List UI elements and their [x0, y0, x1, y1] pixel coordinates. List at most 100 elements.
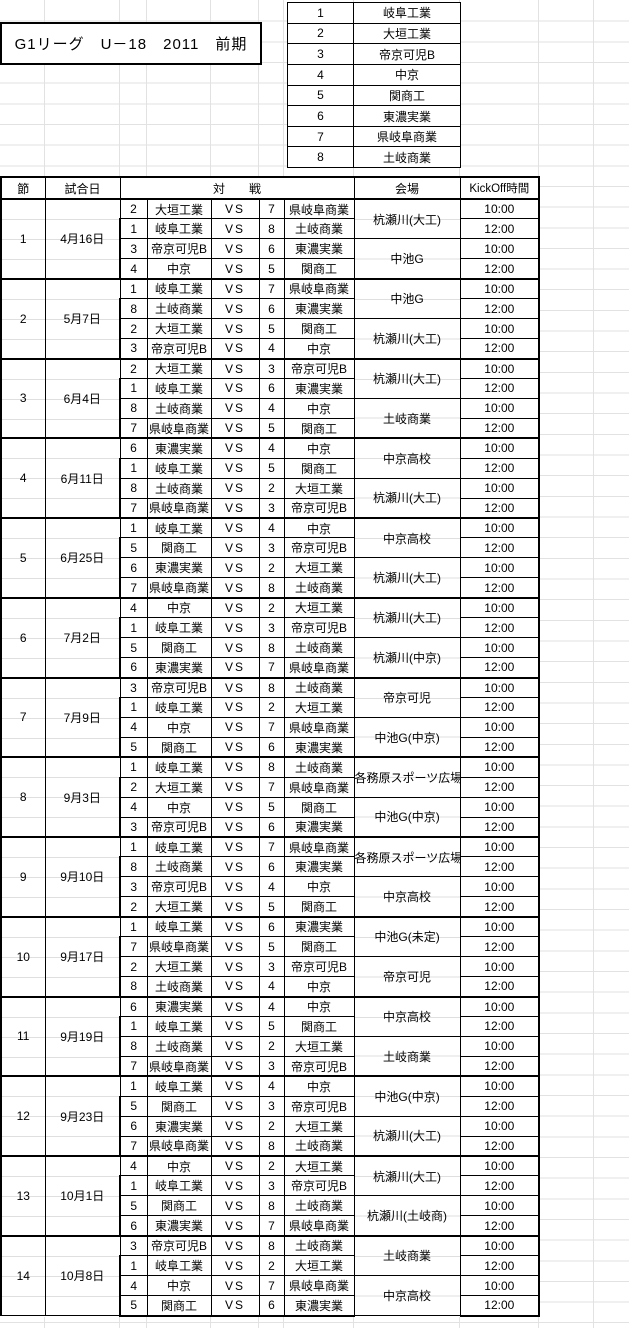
match-row: 2 大垣工業 VS 7 県岐阜商業 12:00	[1, 776, 541, 798]
away-team-number: 5	[258, 896, 285, 918]
vs-label: VS	[210, 457, 260, 479]
match-row: 5 関商工 VS 3 帝京可児B 12:00	[1, 537, 541, 559]
kickoff-time: 12:00	[459, 736, 541, 758]
home-team-name: 土岐商業	[146, 477, 212, 499]
away-team-name: 関商工	[283, 896, 355, 918]
match-row: 6 東濃実業 VS 7 県岐阜商業 12:00	[1, 657, 541, 678]
team-number: 6	[287, 105, 354, 127]
away-team-name: 土岐商業	[283, 1135, 355, 1157]
home-team-number: 1	[119, 756, 148, 778]
away-team-number: 2	[258, 696, 285, 718]
home-team-number: 2	[119, 956, 148, 978]
away-team-name: 帝京可児B	[283, 956, 355, 978]
away-team-name: 県岐阜商業	[283, 198, 355, 220]
home-team-number: 1	[119, 1015, 148, 1037]
home-team-name: 中京	[146, 716, 212, 738]
venue: 中京高校	[353, 995, 461, 1037]
match-row: 5 6月25日 1 岐阜工業 VS 4 中京 中京高校 10:00	[0, 517, 541, 599]
away-team-name: 大垣工業	[283, 557, 355, 579]
away-team-number: 5	[258, 258, 285, 280]
home-team-name: 大垣工業	[146, 198, 212, 220]
kickoff-time: 12:00	[459, 417, 541, 439]
home-team-number: 7	[119, 1055, 148, 1077]
match-date: 9月10日	[44, 836, 121, 918]
round-number: 12	[0, 1075, 46, 1157]
home-team-number: 7	[119, 936, 148, 958]
round-number: 14	[0, 1234, 46, 1316]
kickoff-time: 12:00	[459, 1255, 541, 1277]
home-team-number: 5	[119, 637, 148, 659]
away-team-name: 中京	[283, 397, 355, 419]
home-team-number: 3	[119, 876, 148, 898]
vs-label: VS	[210, 377, 260, 399]
kickoff-time: 12:00	[459, 338, 541, 359]
team-row: 1 岐阜工業	[287, 2, 461, 24]
away-team-number: 4	[258, 437, 285, 459]
match-date: 6月25日	[44, 517, 121, 599]
home-team-number: 7	[119, 577, 148, 599]
away-team-number: 5	[258, 457, 285, 479]
away-team-name: 帝京可児B	[283, 537, 355, 559]
vs-label: VS	[210, 1175, 260, 1197]
kickoff-time: 10:00	[459, 1195, 541, 1217]
vs-label: VS	[210, 1055, 260, 1077]
round-number: 1	[0, 198, 46, 280]
home-team-number: 1	[119, 1175, 148, 1197]
away-team-name: 関商工	[283, 457, 355, 479]
home-team-number: 4	[119, 1275, 148, 1297]
home-team-number: 5	[119, 537, 148, 559]
home-team-number: 1	[119, 377, 148, 399]
venue: 杭瀬川(大工)	[353, 1155, 461, 1197]
home-team-number: 1	[119, 457, 148, 479]
venue: 土岐商業	[353, 1234, 461, 1277]
match-row: 14 10月8日 3 帝京可児B VS 8 土岐商業 土岐商業 10:00	[0, 1234, 541, 1316]
away-team-name: 帝京可児B	[283, 1175, 355, 1197]
match-date: 9月3日	[44, 756, 121, 838]
home-team-name: 岐阜工業	[146, 377, 212, 399]
away-team-name: 土岐商業	[283, 637, 355, 659]
round-number: 3	[0, 357, 46, 439]
away-team-name: 東濃実業	[283, 856, 355, 878]
away-team-number: 4	[258, 1075, 285, 1097]
home-team-name: 中京	[146, 258, 212, 280]
vs-label: VS	[210, 596, 260, 619]
round-number: 13	[0, 1155, 46, 1237]
kickoff-time: 10:00	[459, 716, 541, 738]
home-team-name: 岐阜工業	[146, 836, 212, 858]
match-row: 8 土岐商業 VS 6 東濃実業 12:00	[1, 856, 541, 878]
home-team-name: 帝京可児B	[146, 238, 212, 260]
kickoff-time: 12:00	[459, 1135, 541, 1157]
away-team-name: 関商工	[283, 258, 355, 280]
home-team-number: 5	[119, 736, 148, 758]
round-number: 2	[0, 277, 46, 359]
away-team-number: 3	[258, 1055, 285, 1077]
home-team-number: 7	[119, 497, 148, 519]
away-team-number: 6	[258, 377, 285, 399]
home-team-name: 関商工	[146, 637, 212, 659]
home-team-number: 4	[119, 1155, 148, 1177]
home-team-name: 中京	[146, 796, 212, 818]
kickoff-time: 10:00	[459, 676, 541, 698]
kickoff-time: 12:00	[459, 976, 541, 997]
away-team-name: 土岐商業	[283, 1195, 355, 1217]
venue: 杭瀬川(大工)	[353, 557, 461, 599]
away-team-number: 3	[258, 537, 285, 559]
vs-label: VS	[210, 417, 260, 439]
away-team-number: 7	[258, 1215, 285, 1237]
home-team-name: 土岐商業	[146, 397, 212, 419]
home-team-name: 関商工	[146, 537, 212, 559]
team-row: 2 大垣工業	[287, 22, 461, 45]
match-row: 1 岐阜工業 VS 2 大垣工業 12:00	[1, 696, 541, 718]
kickoff-time: 12:00	[459, 1215, 541, 1237]
match-row: 4 中京 VS 7 県岐阜商業 中京高校 10:00	[1, 1275, 541, 1316]
home-team-name: 岐阜工業	[146, 457, 212, 479]
vs-label: VS	[210, 1215, 260, 1237]
kickoff-time: 10:00	[459, 357, 541, 379]
home-team-number: 4	[119, 596, 148, 619]
vs-label: VS	[210, 198, 260, 220]
away-team-number: 6	[258, 856, 285, 878]
venue: 杭瀬川(大工)	[353, 1115, 461, 1157]
home-team-name: 関商工	[146, 1295, 212, 1317]
team-name: 関商工	[353, 84, 461, 107]
home-team-name: 東濃実業	[146, 1215, 212, 1237]
